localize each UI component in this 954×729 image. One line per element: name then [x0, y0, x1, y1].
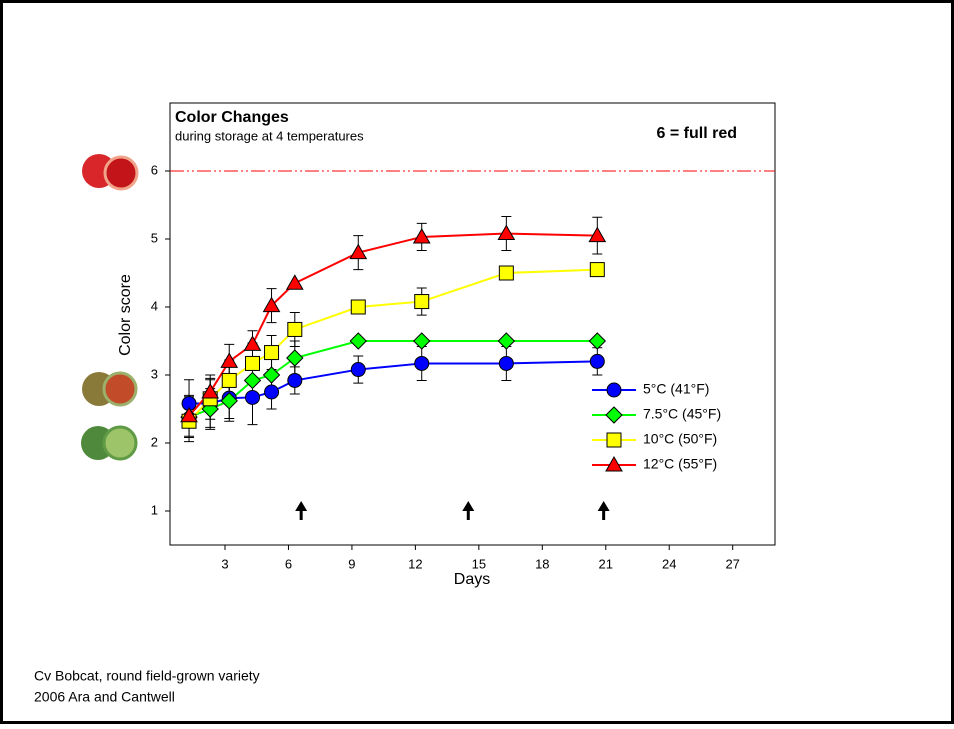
marker: [245, 355, 260, 371]
y-tick-label: 5: [151, 230, 158, 245]
x-tick-label: 24: [662, 556, 676, 571]
x-tick-label: 15: [472, 556, 486, 571]
y-tick-label: 2: [151, 434, 158, 449]
arrow-head: [295, 501, 308, 511]
marker: [264, 384, 280, 400]
marker: [286, 349, 304, 367]
marker: [180, 406, 198, 423]
marker: [262, 366, 281, 384]
marker: [589, 353, 605, 369]
marker: [285, 274, 304, 290]
legend-marker: [605, 406, 623, 424]
y-axis-label: Color score: [117, 274, 134, 356]
legend-label: 12°C (55°F): [643, 456, 717, 472]
x-tick-label: 6: [285, 556, 292, 571]
series-line: [188, 232, 598, 417]
y-tick-label: 4: [151, 298, 158, 313]
x-tick-label: 18: [535, 556, 549, 571]
marker: [201, 382, 220, 399]
y-tick-label: 1: [151, 502, 158, 517]
x-tick-label: 12: [408, 556, 422, 571]
footer-line: 2006 Ara and Cantwell: [34, 689, 175, 705]
tomato-icons: [81, 154, 139, 461]
marker: [245, 389, 260, 405]
marker: [413, 332, 431, 350]
marker: [498, 355, 514, 371]
marker: [588, 226, 607, 243]
y-tick-label: 3: [151, 366, 158, 381]
y-tick-label: 6: [151, 162, 158, 177]
marker: [497, 224, 516, 241]
series-line: [188, 340, 598, 419]
arrow-head: [597, 501, 610, 511]
legend-marker: [605, 455, 623, 472]
x-tick-label: 27: [725, 556, 739, 571]
annotation: 6 = full red: [657, 125, 737, 142]
legend-label: 10°C (50°F): [643, 431, 717, 447]
marker: [220, 352, 239, 368]
marker: [220, 392, 238, 410]
marker: [350, 299, 366, 315]
x-tick-label: 21: [599, 556, 613, 571]
x-axis-label: Days: [454, 571, 490, 588]
marker: [287, 372, 303, 388]
marker: [588, 332, 607, 350]
tomato-green-cut: [102, 425, 138, 461]
marker: [349, 332, 367, 350]
marker: [221, 372, 237, 388]
legend-label: 7.5°C (45°F): [643, 406, 721, 422]
tomato-breaker-cut: [102, 371, 138, 407]
marker: [349, 243, 368, 260]
series-line: [189, 360, 598, 405]
arrow-head: [462, 501, 475, 511]
legend-label: 5°C (41°F): [643, 381, 709, 397]
marker: [412, 227, 431, 244]
tomato-red-cut: [103, 155, 139, 191]
marker: [264, 345, 280, 361]
marker: [589, 262, 605, 278]
marker: [243, 371, 262, 390]
marker: [414, 355, 430, 371]
plot-frame: [169, 102, 776, 546]
x-tick-label: 9: [348, 556, 355, 571]
marker: [497, 332, 516, 350]
marker: [243, 335, 262, 351]
legend-marker: [606, 382, 622, 398]
chart-subtitle: during storage at 4 temperatures: [175, 128, 364, 143]
marker: [414, 294, 430, 310]
marker: [287, 321, 303, 337]
marker: [498, 265, 514, 281]
footer-line: Cv Bobcat, round field-grown variety: [34, 668, 260, 684]
chart-title: Color Changes: [175, 109, 289, 126]
series-line: [188, 268, 598, 422]
x-tick-label: 3: [221, 556, 228, 571]
marker: [350, 362, 366, 378]
marker: [262, 296, 281, 313]
legend-marker: [606, 432, 622, 448]
